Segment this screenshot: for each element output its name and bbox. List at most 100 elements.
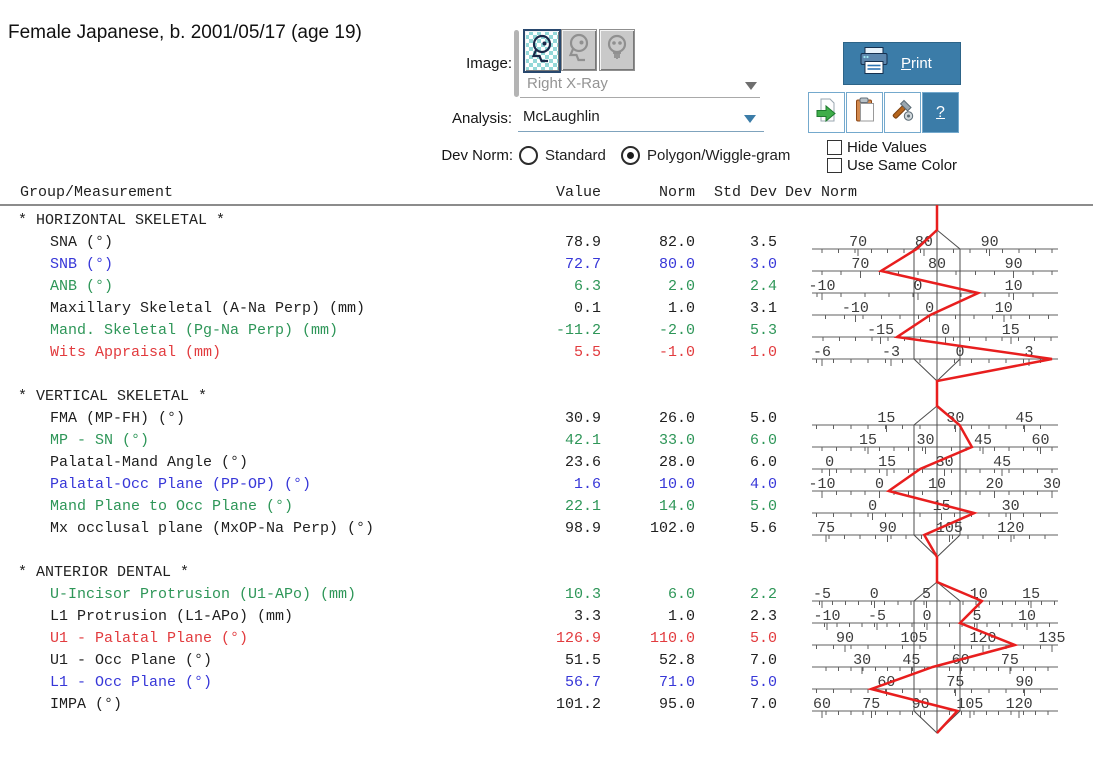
devnorm-polygon-radio-label[interactable]: Polygon/Wiggle-gram	[647, 147, 791, 164]
column-header-stddev: Std Dev	[713, 184, 777, 201]
measurement-row: U1 - Occ Plane (°) 51.5 52.8 7.0	[0, 650, 1098, 672]
norm-cell: -1.0	[658, 344, 695, 361]
measurement-label: SNA (°)	[50, 234, 114, 251]
stddev-cell: 4.0	[749, 476, 777, 493]
tools-icon	[890, 97, 916, 128]
norm-cell: -2.0	[658, 322, 695, 339]
measurement-label: L1 Protrusion (L1-APo) (mm)	[50, 608, 294, 625]
group-title: * ANTERIOR DENTAL *	[18, 564, 190, 581]
measurement-row: L1 - Occ Plane (°) 56.7 71.0 5.0	[0, 672, 1098, 694]
measurement-label: IMPA (°)	[50, 696, 123, 713]
frontal-skull-icon	[604, 33, 630, 68]
value-cell: 30.9	[564, 410, 601, 427]
devnorm-standard-radio-label[interactable]: Standard	[545, 147, 606, 164]
norm-cell: 82.0	[658, 234, 695, 251]
setup-analysis-button[interactable]	[884, 92, 921, 133]
stddev-cell: 2.2	[749, 586, 777, 603]
image-select-value[interactable]: Right X-Ray	[527, 75, 608, 92]
measurement-label: L1 - Occ Plane (°)	[50, 674, 213, 691]
measurement-label: MP - SN (°)	[50, 432, 150, 449]
value-cell: 23.6	[564, 454, 601, 471]
measurement-label: Maxillary Skeletal (A-Na Perp) (mm)	[50, 300, 366, 317]
column-header-norm: Norm	[658, 184, 695, 201]
stddev-cell: 2.4	[749, 278, 777, 295]
analysis-select-chevron-down-icon[interactable]	[744, 115, 756, 123]
printer-icon	[856, 46, 892, 81]
section-header-row: * ANTERIOR DENTAL *	[0, 562, 1098, 584]
measurement-label: Wits Appraisal (mm)	[50, 344, 222, 361]
column-header-value: Value	[555, 184, 601, 201]
stddev-cell: 3.0	[749, 256, 777, 273]
export-report-button[interactable]	[808, 92, 845, 133]
value-cell: 6.3	[573, 278, 601, 295]
stddev-cell: 6.0	[749, 454, 777, 471]
measurement-label: ANB (°)	[50, 278, 114, 295]
column-header-group: Group/Measurement	[20, 184, 174, 201]
norm-cell: 52.8	[658, 652, 695, 669]
stddev-cell: 7.0	[749, 696, 777, 713]
section-header-row: * HORIZONTAL SKELETAL *	[0, 210, 1098, 232]
measurement-row: U-Incisor Protrusion (U1-APo) (mm) 10.3 6.…	[0, 584, 1098, 606]
stddev-cell: 2.3	[749, 608, 777, 625]
devnorm-standard-radio[interactable]	[519, 146, 538, 165]
lateral-skull-disabled-icon	[566, 33, 592, 68]
norm-cell: 6.0	[667, 586, 695, 603]
value-cell: 10.3	[564, 586, 601, 603]
measurement-row: Maxillary Skeletal (A-Na Perp) (mm) 0.1 1.…	[0, 298, 1098, 320]
measurement-label: Mx occlusal plane (MxOP-Na Perp) (°)	[50, 520, 375, 537]
value-cell: -11.2	[555, 322, 601, 339]
help-button-label: ?	[936, 103, 945, 121]
image-select-chevron-down-icon[interactable]	[745, 82, 757, 90]
value-cell: 22.1	[564, 498, 601, 515]
stddev-cell: 5.0	[749, 630, 777, 647]
measurement-label: U1 - Palatal Plane (°)	[50, 630, 249, 647]
norm-cell: 26.0	[658, 410, 695, 427]
measurement-row: ANB (°) 6.3 2.0 2.4	[0, 276, 1098, 298]
value-cell: 0.1	[573, 300, 601, 317]
devnorm-polygon-radio[interactable]	[621, 146, 640, 165]
lateral-xray-button[interactable]	[523, 29, 561, 73]
analysis-select-underline	[518, 131, 764, 132]
analysis-select-value[interactable]: McLaughlin	[523, 108, 600, 125]
frontal-xray-button[interactable]	[599, 29, 635, 71]
use-same-color-checkbox[interactable]	[827, 158, 842, 173]
hide-values-checkbox-label[interactable]: Hide Values	[847, 139, 927, 156]
measurement-label: U-Incisor Protrusion (U1-APo) (mm)	[50, 586, 357, 603]
stddev-cell: 3.5	[749, 234, 777, 251]
value-cell: 3.3	[573, 608, 601, 625]
measurement-label: SNB (°)	[50, 256, 114, 273]
value-cell: 78.9	[564, 234, 601, 251]
norm-cell: 10.0	[658, 476, 695, 493]
measurement-row: SNB (°) 72.7 80.0 3.0	[0, 254, 1098, 276]
help-button[interactable]: ?	[922, 92, 959, 133]
stddev-cell: 5.0	[749, 410, 777, 427]
measurement-label: FMA (MP-FH) (°)	[50, 410, 186, 427]
patient-summary: Female Japanese, b. 2001/05/17 (age 19)	[8, 22, 362, 43]
group-title: * HORIZONTAL SKELETAL *	[18, 212, 226, 229]
measurement-row: FMA (MP-FH) (°) 30.9 26.0 5.0	[0, 408, 1098, 430]
section-header-row: * VERTICAL SKELETAL *	[0, 386, 1098, 408]
measurement-row: U1 - Palatal Plane (°) 126.9 110.0 5.0	[0, 628, 1098, 650]
print-button[interactable]: Print	[843, 42, 961, 85]
lateral-xray-2-button[interactable]	[561, 29, 597, 71]
stddev-cell: 7.0	[749, 652, 777, 669]
copy-to-clipboard-button[interactable]	[846, 92, 883, 133]
value-cell: 1.6	[573, 476, 601, 493]
measurement-label: Mand. Skeletal (Pg-Na Perp) (mm)	[50, 322, 339, 339]
use-same-color-checkbox-label[interactable]: Use Same Color	[847, 157, 958, 174]
measurement-label: Mand Plane to Occ Plane (°)	[50, 498, 294, 515]
image-select-underline	[520, 97, 760, 98]
hide-values-checkbox[interactable]	[827, 140, 842, 155]
group-title: * VERTICAL SKELETAL *	[18, 388, 208, 405]
stddev-cell: 5.0	[749, 674, 777, 691]
measurement-row: Wits Appraisal (mm) 5.5 -1.0 1.0	[0, 342, 1098, 364]
norm-cell: 1.0	[667, 300, 695, 317]
value-cell: 5.5	[573, 344, 601, 361]
norm-cell: 1.0	[667, 608, 695, 625]
devnorm-label: Dev Norm:	[441, 147, 513, 164]
image-group-divider	[514, 30, 519, 97]
norm-cell: 95.0	[658, 696, 695, 713]
norm-cell: 80.0	[658, 256, 695, 273]
print-button-label: Print	[901, 55, 932, 72]
